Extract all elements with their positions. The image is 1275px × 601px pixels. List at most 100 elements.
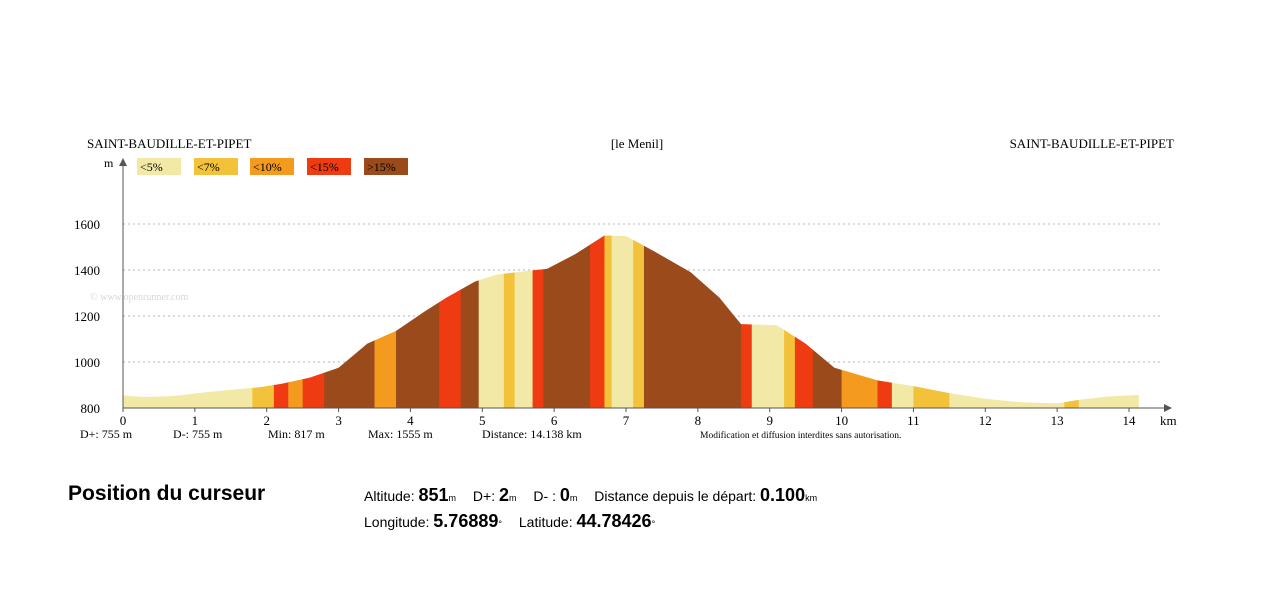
slope-segment <box>396 235 440 408</box>
dminus-value: 0 <box>559 485 570 505</box>
slope-segment <box>345 235 375 408</box>
distance-readout: Distance depuis le départ: 0.100km <box>594 485 818 505</box>
slope-segment <box>374 235 397 408</box>
slope-segment <box>812 235 843 408</box>
y-tick-label: 1200 <box>74 309 100 324</box>
slope-segment <box>273 235 289 408</box>
slope-segment <box>439 235 462 408</box>
x-tick-label: 3 <box>335 413 342 428</box>
dplus-value: 2 <box>499 485 510 505</box>
slope-segment <box>604 235 613 408</box>
slope-segment <box>794 235 814 408</box>
x-tick-label: 8 <box>695 413 702 428</box>
latitude-unit: ° <box>651 519 656 529</box>
stat-dplus: D+: 755 m <box>80 427 133 441</box>
slope-segment <box>633 235 645 408</box>
cursor-panel-title: Position du curseur <box>68 482 266 505</box>
y-tick-label: 1400 <box>74 263 100 278</box>
slope-segment <box>543 235 591 408</box>
latitude-value: 44.78426 <box>576 511 652 531</box>
slope-segment <box>532 235 544 408</box>
legend-label: <15% <box>310 160 339 174</box>
x-tick-label: 5 <box>479 413 486 428</box>
cursor-position-panel: Position du curseur Altitude: 851m D+: 2… <box>68 478 1168 548</box>
y-tick-label: 1600 <box>74 217 100 232</box>
slope-segment <box>460 235 480 408</box>
x-tick-label: 10 <box>835 413 848 428</box>
dplus-unit: m <box>509 493 517 503</box>
slope-legend: <5% <7% <10% <15% >15% <box>137 158 408 175</box>
slope-segment <box>877 235 893 408</box>
slope-segment <box>252 235 275 408</box>
y-tick-label: 800 <box>81 401 101 416</box>
legend-swatch <box>307 158 351 175</box>
elevation-profile-chart[interactable]: SAINT-BAUDILLE-ET-PIPET [le Menil] SAINT… <box>0 0 1275 470</box>
x-tick-label: 7 <box>623 413 630 428</box>
legend-label: <7% <box>197 160 220 174</box>
cursor-row-coordinates: Longitude: 5.76889° Latitude: 44.78426° <box>364 511 668 532</box>
watermark: © www.openrunner.com <box>90 292 189 303</box>
x-tick-label: 14 <box>1123 413 1137 428</box>
legend-swatch <box>137 158 181 175</box>
legend-swatch <box>250 158 294 175</box>
slope-segments <box>123 235 1139 408</box>
stat-max: Max: 1555 m <box>368 427 433 441</box>
stat-notice: Modification et diffusion interdites san… <box>700 430 901 441</box>
legend-swatch <box>364 158 408 175</box>
mid-place-label: [le Menil] <box>611 136 663 151</box>
dplus-label: D+: <box>472 488 496 504</box>
x-axis-arrow <box>1164 404 1172 412</box>
x-tick-label: 13 <box>1051 413 1064 428</box>
latitude-readout: Latitude: 44.78426° <box>518 511 656 531</box>
cursor-row-primary: Altitude: 851m D+: 2m D- : 0m Distance d… <box>364 485 830 506</box>
x-tick-label: 12 <box>979 413 992 428</box>
slope-segment <box>1078 235 1139 408</box>
slope-segment <box>514 235 534 408</box>
distance-unit: km <box>805 493 818 503</box>
stat-distance: Distance: 14.138 km <box>482 427 582 441</box>
slope-segment <box>643 235 742 408</box>
dminus-label: D- : <box>533 488 556 504</box>
stat-dminus: D-: 755 m <box>173 427 223 441</box>
legend-swatch <box>194 158 238 175</box>
slope-segment <box>841 235 878 408</box>
longitude-unit: ° <box>498 519 502 529</box>
altitude-label: Altitude: <box>364 488 415 504</box>
x-tick-label: 0 <box>120 413 127 428</box>
slope-segment <box>740 235 753 408</box>
slope-segment <box>611 235 634 408</box>
dminus-unit: m <box>569 493 578 503</box>
slope-segment <box>478 235 505 408</box>
x-tick-label: 9 <box>766 413 773 428</box>
altitude-value: 851 <box>418 485 449 505</box>
legend-label: <5% <box>140 160 163 174</box>
slope-segment <box>324 235 347 408</box>
slope-segment <box>302 235 325 408</box>
legend-label: >15% <box>367 160 396 174</box>
slope-segment <box>503 235 516 408</box>
y-axis-unit-label: m <box>104 156 114 170</box>
x-tick-label: 4 <box>407 413 414 428</box>
distance-label: Distance depuis le départ: <box>594 488 757 504</box>
longitude-readout: Longitude: 5.76889° <box>364 511 506 531</box>
start-place-label: SAINT-BAUDILLE-ET-PIPET <box>87 136 251 151</box>
slope-segment <box>913 235 950 408</box>
slope-segment <box>123 235 253 408</box>
slope-segment <box>751 235 785 408</box>
x-tick-label: 11 <box>907 413 920 428</box>
slope-segment <box>891 235 914 408</box>
altitude-unit: m <box>448 493 457 503</box>
x-tick-label: 1 <box>192 413 199 428</box>
x-tick-label: 6 <box>551 413 558 428</box>
dplus-readout: D+: 2m <box>472 485 520 505</box>
distance-value: 0.100 <box>760 485 806 505</box>
end-place-label: SAINT-BAUDILLE-ET-PIPET <box>1010 136 1174 151</box>
y-axis-arrow <box>119 158 127 166</box>
latitude-label: Latitude: <box>518 514 573 530</box>
x-axis-unit-label: km <box>1160 413 1177 428</box>
legend-label: <10% <box>253 160 282 174</box>
stat-min: Min: 817 m <box>268 427 325 441</box>
slope-segment <box>288 235 304 408</box>
altitude-readout: Altitude: 851m <box>364 485 460 505</box>
y-tick-label: 1000 <box>74 355 100 370</box>
